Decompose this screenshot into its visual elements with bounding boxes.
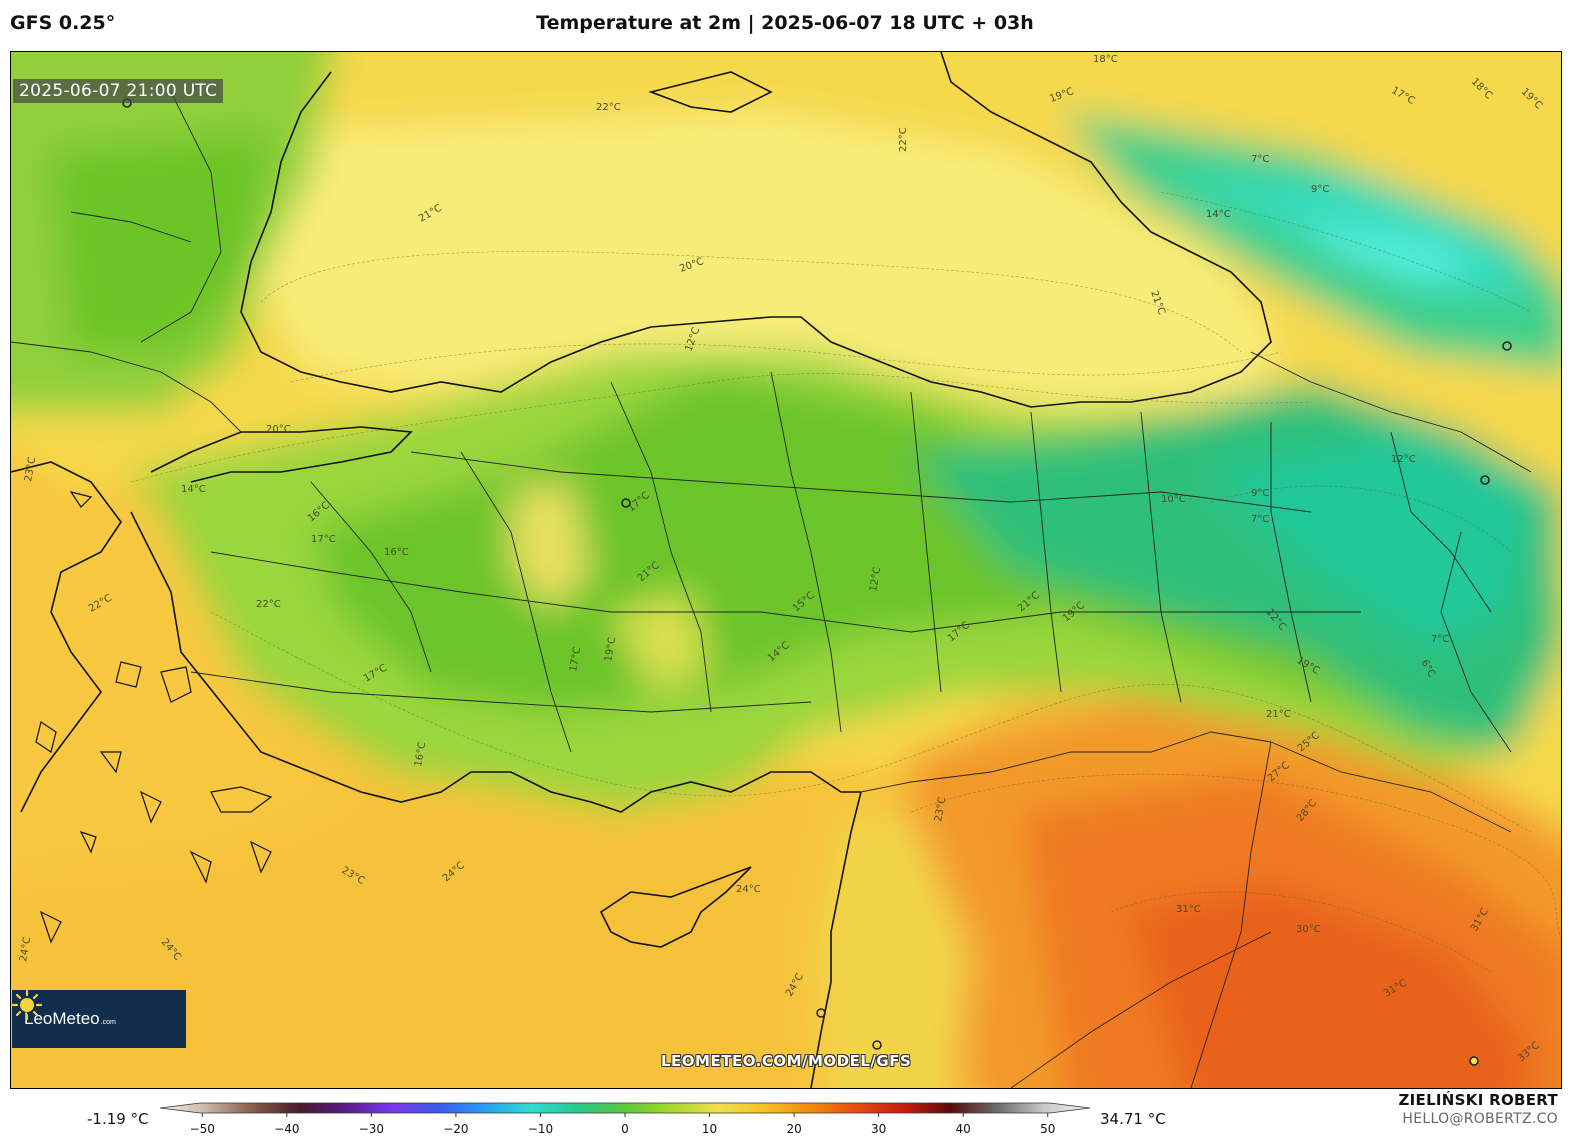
coastlines	[11, 52, 1272, 1088]
author-email[interactable]: HELLO@ROBERTZ.CO	[1402, 1111, 1558, 1127]
isotherm-label: 10°C	[1161, 494, 1186, 505]
city-marker	[1480, 475, 1490, 485]
isotherm-label: 31°C	[1176, 904, 1201, 915]
legend-max-value: 34.71 °C	[1100, 1110, 1166, 1128]
isotherm-label: 30°C	[1296, 924, 1321, 935]
isotherm-label: 12°C	[868, 566, 883, 592]
author-name: ZIELIŃSKI ROBERT	[1398, 1091, 1558, 1109]
isotherm-label: 24°C	[736, 884, 761, 895]
isotherm-label: 16°C	[384, 547, 409, 558]
city-marker	[621, 498, 631, 508]
isotherm-label: 18°C	[1093, 54, 1118, 65]
logo-suffix: .com	[100, 1018, 116, 1026]
colorbar-tick-label: 40	[956, 1122, 971, 1136]
map-title: Temperature at 2m | 2025-06-07 18 UTC + …	[536, 12, 1034, 34]
city-marker	[872, 1040, 882, 1050]
colorbar-tick-label: −50	[190, 1122, 215, 1136]
colorbar-tick-label: −20	[443, 1122, 468, 1136]
city-marker	[816, 1008, 826, 1018]
isotherm-label: 20°C	[266, 424, 291, 435]
sun-icon	[12, 990, 42, 1020]
isotherm-label: 17°C	[311, 534, 336, 545]
isotherm-lines	[130, 191, 1561, 973]
isotherm-label: 14°C	[181, 484, 206, 495]
isotherm-label: 14°C	[1206, 209, 1231, 220]
colorbar-tick-label: 50	[1040, 1122, 1055, 1136]
map-canvas: 22°C 22°C 21°C 20°C 21°C 19°C 18°C 17°C …	[11, 52, 1561, 1088]
colorbar-tick-label: −40	[274, 1122, 299, 1136]
isotherm-label: 22°C	[898, 127, 909, 152]
city-marker	[1502, 341, 1512, 351]
isotherm-label: 17°C	[568, 646, 583, 672]
isotherm-label: 9°C	[1251, 488, 1269, 499]
city-marker	[1469, 1056, 1479, 1066]
temperature-field	[11, 52, 1561, 1088]
isotherm-label: 23°C	[933, 796, 948, 822]
isotherm-label: 19°C	[603, 636, 618, 662]
borders	[11, 91, 1532, 1088]
colorbar-tick-label: 30	[871, 1122, 886, 1136]
isotherm-label: 7°C	[1431, 634, 1449, 645]
legend-min-value: -1.19 °C	[87, 1110, 149, 1128]
temperature-map[interactable]: 22°C 22°C 21°C 20°C 21°C 19°C 18°C 17°C …	[10, 51, 1562, 1089]
colorbar-tick-label: −30	[359, 1122, 384, 1136]
colorbar-tick-label: 10	[702, 1122, 717, 1136]
isotherm-label: 7°C	[1251, 514, 1269, 525]
islands	[35, 491, 273, 944]
isotherm-label: 21°C	[1266, 709, 1291, 720]
colorbar-tick-label: 20	[786, 1122, 801, 1136]
isotherm-label: 12°C	[1391, 454, 1416, 465]
isotherm-label: 22°C	[256, 599, 281, 610]
isotherm-label: 9°C	[1311, 184, 1329, 195]
isotherm-label: 7°C	[1251, 154, 1269, 165]
source-url[interactable]: LEOMETEO.COM/MODEL/GFS	[661, 1052, 912, 1070]
model-label: GFS 0.25°	[10, 12, 116, 34]
isotherm-label: 22°C	[596, 102, 621, 113]
logo-wordmark: LeoMeteo	[24, 1009, 100, 1028]
temperature-colorbar: −50 −40 −30 −20 −10 0 10 20 30 40 50	[160, 1102, 1091, 1136]
isotherm-label: 23°C	[23, 456, 38, 482]
valid-time-label: 2025-06-07 21:00 UTC	[13, 79, 224, 103]
leometeo-logo[interactable]: LeoMeteo .com	[12, 990, 186, 1048]
isotherm-label: 24°C	[18, 936, 33, 962]
colorbar-tick-label: 0	[621, 1122, 629, 1136]
colorbar-tick-label: −10	[528, 1122, 553, 1136]
isotherm-label: 16°C	[413, 741, 428, 767]
